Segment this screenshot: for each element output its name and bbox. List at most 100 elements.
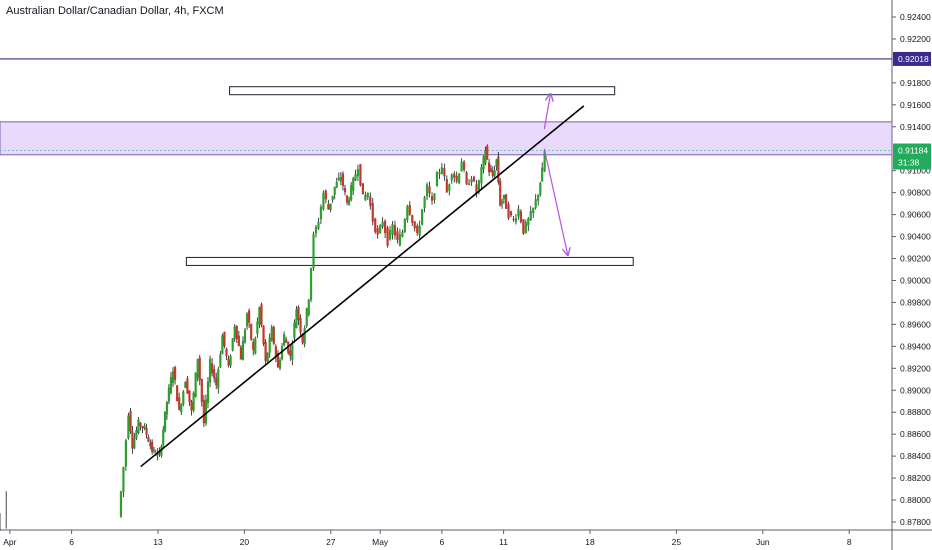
- candle-body: [359, 164, 362, 186]
- candle-body: [539, 182, 542, 195]
- candle-body: [262, 325, 265, 345]
- x-tick-label: 6: [69, 537, 74, 547]
- candle-body: [386, 227, 389, 246]
- candle-body: [537, 194, 540, 201]
- candle-body: [350, 185, 353, 201]
- candle-body: [381, 221, 384, 227]
- candle-body: [543, 150, 546, 172]
- y-tick-label: 0.91400: [900, 122, 931, 132]
- candle-body: [345, 195, 349, 203]
- upper-target-box: [229, 86, 616, 96]
- candle-body: [393, 225, 397, 236]
- candle-body: [487, 162, 491, 173]
- candle-body: [396, 231, 399, 241]
- candle-body: [204, 399, 208, 424]
- candle-body: [484, 149, 487, 164]
- candle-body: [532, 207, 535, 213]
- candle-body: [527, 218, 530, 226]
- candle-body: [519, 211, 522, 223]
- candle-body: [122, 467, 125, 493]
- x-tick-label: 20: [240, 537, 250, 547]
- candle-body: [475, 184, 478, 194]
- y-tick-label: 0.89200: [900, 363, 931, 373]
- candle-body: [472, 176, 476, 182]
- candle-body: [165, 401, 169, 415]
- candle-body: [124, 440, 128, 467]
- candle-body: [354, 174, 357, 181]
- candle-body: [211, 363, 214, 374]
- candle-body: [333, 186, 336, 195]
- candle-body: [139, 422, 142, 427]
- candle-body: [423, 196, 426, 209]
- candle-body: [233, 326, 236, 340]
- candle-body: [453, 173, 456, 178]
- candle-body: [272, 326, 275, 344]
- candle-body: [411, 215, 414, 223]
- candle-body: [283, 334, 286, 346]
- candle-body: [366, 192, 369, 198]
- candle-body: [440, 167, 443, 174]
- x-tick-label: 27: [326, 537, 336, 547]
- y-tick-label: 0.88200: [900, 473, 931, 483]
- candle-body: [364, 194, 367, 201]
- candle-body: [260, 304, 263, 326]
- candle-body: [213, 368, 216, 379]
- candle-body: [241, 340, 245, 361]
- candle-body: [534, 199, 537, 208]
- candle-body: [239, 347, 243, 360]
- x-tick-label: 25: [672, 537, 682, 547]
- candle-body: [215, 377, 218, 386]
- y-tick-label: 0.88000: [900, 495, 931, 505]
- candle-body: [500, 201, 504, 204]
- candle-body: [463, 161, 466, 171]
- candle-body: [428, 186, 431, 194]
- candle-body: [245, 313, 249, 327]
- y-tick-label: 0.91800: [900, 78, 931, 88]
- y-tick-label: 0.89800: [900, 297, 931, 307]
- candle-body: [190, 401, 193, 411]
- x-tick-label: May: [372, 537, 389, 547]
- candle-body: [160, 446, 163, 456]
- candle-body: [406, 206, 409, 221]
- candle-body: [243, 329, 247, 343]
- candle-body: [421, 209, 424, 225]
- y-tick-label: 0.91000: [900, 166, 931, 176]
- candle-body: [133, 438, 136, 449]
- candle-body: [221, 335, 224, 355]
- candle-body: [141, 426, 144, 429]
- candle-body: [507, 204, 510, 219]
- candle-body: [352, 178, 355, 191]
- candle-body: [258, 307, 261, 325]
- candle-body: [314, 227, 318, 234]
- candle-body: [151, 441, 154, 452]
- candle-body: [455, 175, 458, 182]
- support-box: [185, 256, 634, 266]
- candle-body: [450, 174, 453, 181]
- candle-body: [235, 325, 238, 340]
- bearish-arrow: [543, 148, 567, 255]
- candle-body: [278, 359, 282, 369]
- candle-body: [162, 429, 165, 445]
- candle-body: [143, 425, 146, 429]
- candle-body: [482, 156, 485, 170]
- candle-body: [186, 378, 189, 394]
- candle-body: [180, 404, 183, 413]
- candle-body: [493, 170, 496, 176]
- candle-body: [152, 449, 156, 452]
- candle-body: [171, 370, 175, 383]
- candle-body: [467, 183, 471, 185]
- candle-body: [458, 173, 461, 184]
- candle-body: [129, 410, 132, 432]
- candle-body: [522, 219, 525, 234]
- candle-body: [369, 196, 372, 206]
- candle-body: [343, 187, 347, 193]
- candle-body: [196, 358, 199, 379]
- candle-body: [149, 443, 152, 446]
- candle-body: [145, 427, 148, 435]
- current-price-badge: 0.91184: [893, 143, 931, 158]
- candle-body: [270, 327, 273, 342]
- candle-body: [327, 203, 330, 210]
- candle-body: [489, 168, 493, 172]
